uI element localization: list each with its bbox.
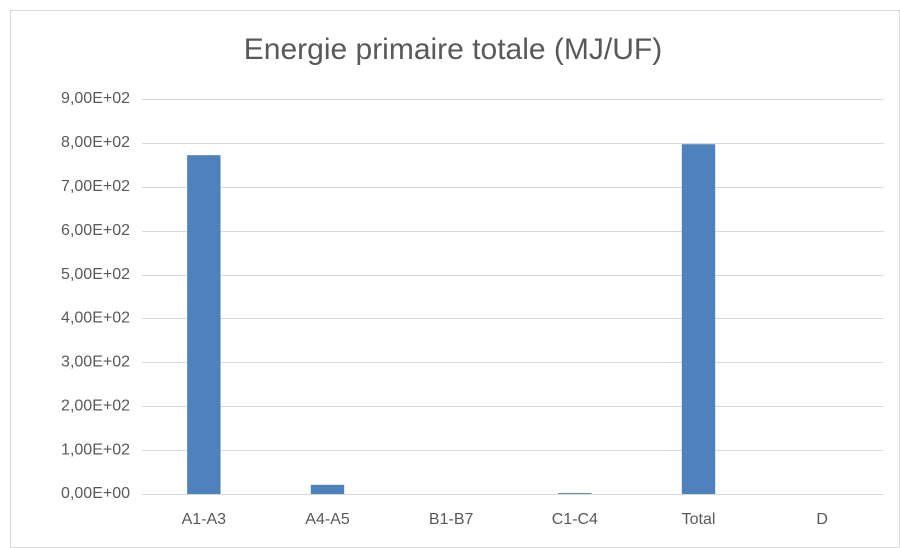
bar xyxy=(558,493,592,494)
y-tick-label: 5,00E+02 xyxy=(61,266,130,283)
y-tick-label: 7,00E+02 xyxy=(61,178,130,195)
y-tick-label: 9,00E+02 xyxy=(61,90,130,107)
bar xyxy=(187,155,221,494)
y-tick-label: 4,00E+02 xyxy=(61,310,130,327)
x-tick-label: Total xyxy=(682,511,716,528)
x-tick-label: A1-A3 xyxy=(182,511,227,528)
y-tick-label: 0,00E+00 xyxy=(61,485,130,502)
y-tick-label: 2,00E+02 xyxy=(61,397,130,414)
x-tick-label: C1-C4 xyxy=(552,511,598,528)
x-tick-label: A4-A5 xyxy=(305,511,350,528)
bar xyxy=(681,144,716,494)
x-tick-label: D xyxy=(816,511,828,528)
x-tick-label: B1-B7 xyxy=(429,511,474,528)
chart-border xyxy=(10,10,900,548)
chart-title: Energie primaire totale (MJ/UF) xyxy=(244,33,662,66)
y-tick-label: 8,00E+02 xyxy=(61,134,130,151)
y-tick-label: 3,00E+02 xyxy=(61,354,130,371)
y-tick-label: 1,00E+02 xyxy=(61,441,130,458)
y-tick-label: 6,00E+02 xyxy=(61,222,130,239)
bar xyxy=(310,484,345,494)
